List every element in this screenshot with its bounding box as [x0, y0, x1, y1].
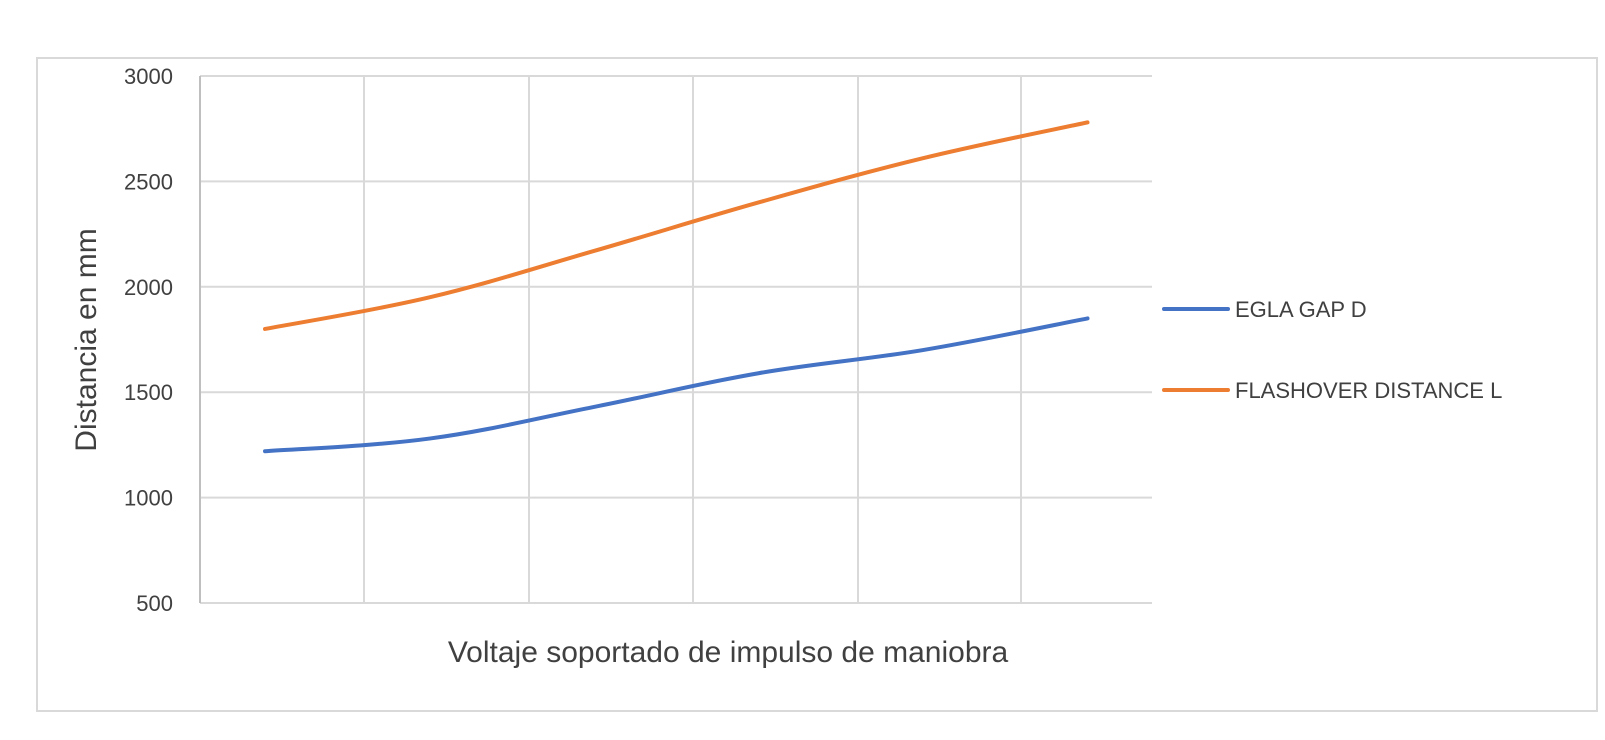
y-tick-label: 2500: [124, 169, 173, 194]
y-tick-label: 2000: [124, 275, 173, 300]
legend-label-2: FLASHOVER DISTANCE L: [1235, 378, 1502, 403]
x-axis-title: Voltaje soportado de impulso de maniobra: [448, 636, 1009, 669]
series-lines: [263, 120, 1090, 454]
grid: [199, 75, 1152, 604]
series-line-1: [263, 316, 1090, 454]
y-tick-label: 1500: [124, 380, 173, 405]
legend-label-1: EGLA GAP D: [1235, 297, 1367, 322]
y-tick-labels: 500 1000 1500 2000 2500 3000: [124, 64, 173, 616]
series-line-2: [263, 120, 1090, 331]
y-tick-label: 1000: [124, 486, 173, 511]
y-tick-label: 500: [136, 591, 173, 616]
y-tick-label: 3000: [124, 64, 173, 89]
y-axis-title: Distancia en mm: [70, 228, 103, 451]
legend: EGLA GAP D FLASHOVER DISTANCE L: [1162, 297, 1502, 403]
